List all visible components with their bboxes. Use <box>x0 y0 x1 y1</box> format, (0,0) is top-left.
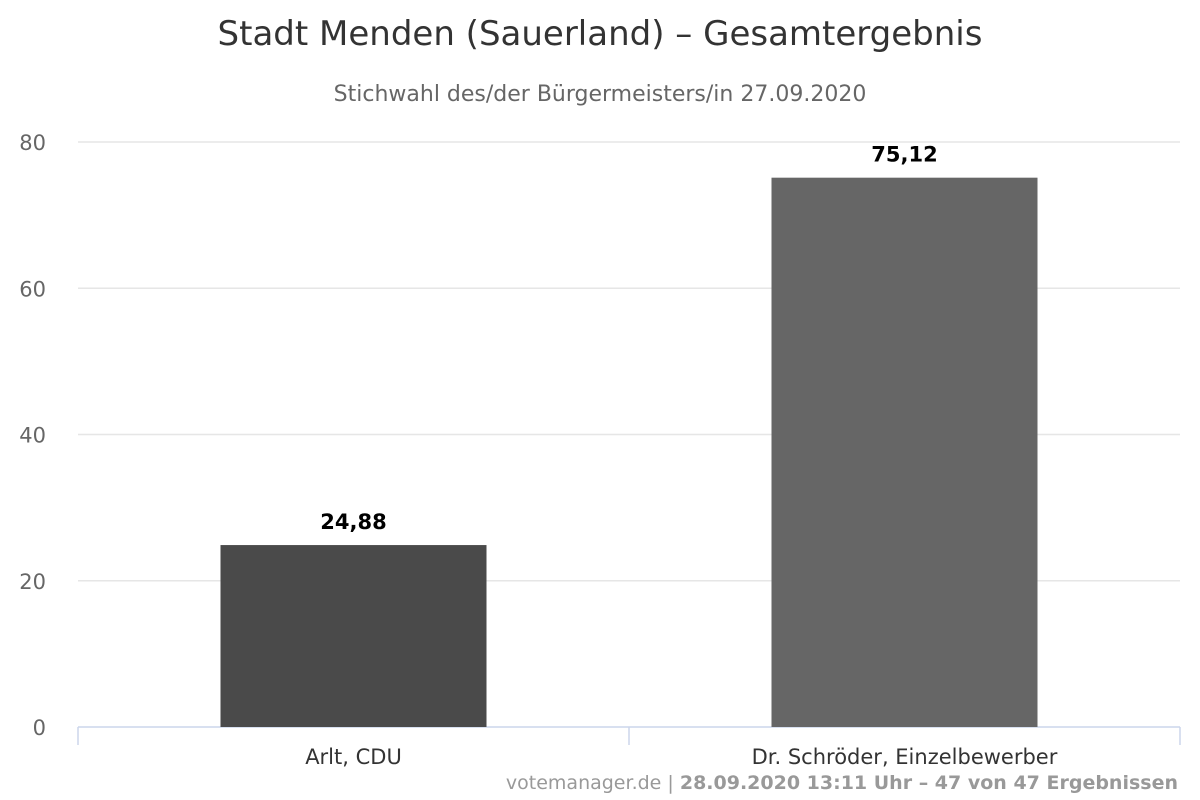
credits-separator: | <box>661 772 680 794</box>
y-tick-label: 0 <box>33 716 46 740</box>
x-tick-label: Arlt, CDU <box>305 745 402 769</box>
credits-status: 28.09.2020 13:11 Uhr – 47 von 47 Ergebni… <box>679 772 1178 794</box>
x-tick-label: Dr. Schröder, Einzelbewerber <box>752 745 1058 769</box>
chart-title: Stadt Menden (Sauerland) – Gesamtergebni… <box>217 14 983 54</box>
credits-source[interactable]: votemanager.de <box>505 772 662 794</box>
y-tick-label: 40 <box>19 424 46 448</box>
y-tick-label: 80 <box>19 131 46 155</box>
bar <box>220 545 487 727</box>
y-tick-label: 20 <box>19 570 46 594</box>
data-label: 24,88 <box>320 510 386 534</box>
credits[interactable]: votemanager.de | 28.09.2020 13:11 Uhr – … <box>506 772 1178 794</box>
data-label: 75,12 <box>871 143 937 167</box>
bar <box>771 177 1038 727</box>
chart-subtitle: Stichwahl des/der Bürgermeisters/in 27.0… <box>333 82 867 107</box>
y-tick-label: 60 <box>19 277 46 301</box>
